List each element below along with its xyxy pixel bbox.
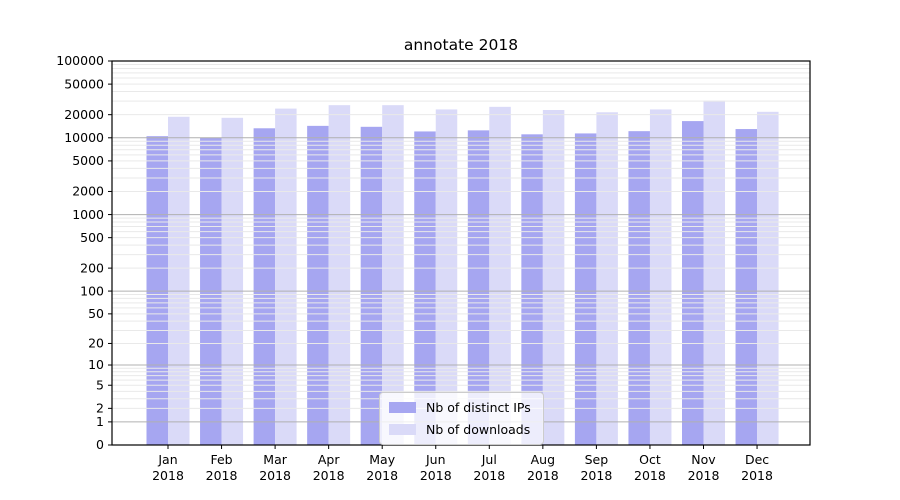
bar-distinct-ips-dec [735,129,758,445]
x-tick-label-year: 2018 [152,468,184,483]
bar-distinct-ips-jun [414,131,436,445]
x-tick-label-year: 2018 [634,468,666,483]
y-tick-label: 5000 [72,153,104,168]
y-tick-label: 20000 [64,107,104,122]
x-tick-label-month: Jul [481,452,497,467]
x-tick-label-year: 2018 [206,468,238,483]
x-tick-label-year: 2018 [259,468,291,483]
y-tick-label: 200 [80,260,104,275]
legend-swatch-distinct-ips-icon [389,402,416,413]
y-tick-label: 5 [96,377,104,392]
bar-downloads-apr [328,105,351,446]
bar-downloads-dec [757,111,779,445]
bar-distinct-ips-aug [521,134,543,445]
y-tick-label: 100000 [56,53,104,68]
bar-downloads-jun [435,109,458,445]
y-tick-label: 20 [88,336,104,351]
x-tick-label-year: 2018 [420,468,452,483]
x-tick-label-month: Mar [263,452,287,467]
bar-distinct-ips-sep [574,133,597,445]
y-tick-label: 2000 [72,184,104,199]
y-tick-label: 0 [96,437,104,452]
x-tick-label-month: Feb [210,452,232,467]
bar-downloads-jan [168,116,190,445]
x-tick-label-month: Oct [639,452,661,467]
legend-label-downloads: Nb of downloads [426,422,531,437]
bar-downloads-sep [596,112,618,446]
x-tick-label-year: 2018 [688,468,720,483]
bar-downloads-feb [221,117,244,446]
y-tick-label: 1 [96,414,104,429]
x-tick-label-month: Aug [531,452,555,467]
legend-item-downloads: Nb of downloads [389,422,531,437]
x-tick-label-year: 2018 [580,468,612,483]
x-tick-label-month: Jun [425,452,446,467]
bar-downloads-aug [542,110,565,446]
y-tick-label: 10000 [64,130,104,145]
y-tick-label: 500 [80,230,104,245]
bar-distinct-ips-mar [253,128,276,446]
legend: Nb of distinct IPs Nb of downloads [379,392,544,445]
bar-distinct-ips-oct [628,131,650,445]
y-tick-label: 1000 [72,207,104,222]
legend-swatch-downloads-icon [389,424,416,435]
x-tick-label-month: Jan [157,452,177,467]
y-tick-label: 50000 [64,76,104,91]
bar-distinct-ips-jul [467,130,490,445]
y-tick-label: 50 [88,306,104,321]
legend-item-distinct-ips: Nb of distinct IPs [389,400,531,415]
y-tick-label: 100 [80,283,104,298]
x-tick-label-year: 2018 [313,468,345,483]
x-tick-label-month: Dec [745,452,769,467]
x-tick-label-month: Sep [585,452,609,467]
chart-title: annotate 2018 [403,36,519,54]
x-tick-label-year: 2018 [473,468,505,483]
x-tick-label-year: 2018 [741,468,773,483]
x-tick-label-year: 2018 [366,468,398,483]
x-tick-label-year: 2018 [527,468,559,483]
bar-downloads-mar [275,108,297,445]
y-tick-label: 2 [96,401,104,416]
bar-distinct-ips-nov [682,121,704,445]
x-tick-label-month: Apr [318,452,340,467]
bar-downloads-oct [649,109,672,445]
bar-downloads-nov [703,100,725,445]
legend-label-distinct-ips: Nb of distinct IPs [426,400,531,415]
x-tick-label-month: Nov [691,452,716,467]
x-tick-label-month: May [369,452,395,467]
y-tick-label: 10 [88,357,104,372]
bar-downloads-may [382,105,404,446]
plot-border [111,60,811,446]
bar-distinct-ips-apr [307,125,329,445]
